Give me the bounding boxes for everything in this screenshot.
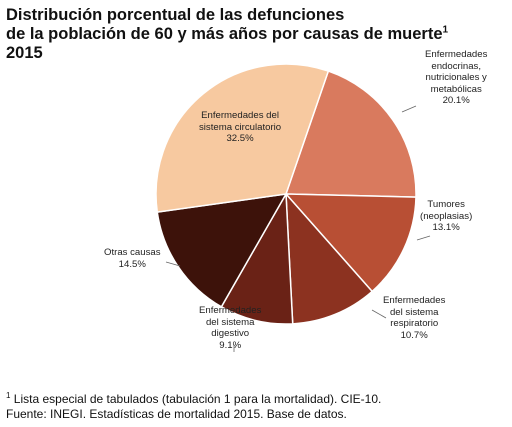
slice-label-line: sistema circulatorio [199, 121, 282, 133]
slice-value-label: 9.1% [219, 339, 242, 351]
footnote-1: 1 Lista especial de tabulados (tabulació… [6, 388, 506, 407]
slice-value-label: 13.1% [432, 222, 460, 233]
slice-label-line: endocrinas, [431, 60, 481, 72]
slice-label-3: Enfermedades del sistema respiratorio 10.7% [383, 295, 445, 341]
slice-label-line: Enfermedades [199, 305, 262, 316]
pie-slice-5 [156, 193, 288, 308]
slice-label-6: Enfermedades del sistema circulatorio 32.5… [199, 110, 281, 145]
leader-line-5 [165, 261, 181, 267]
slice-label-line: (neoplasias) [420, 210, 473, 222]
leader-line-3 [371, 309, 387, 319]
pie-slice-3 [285, 191, 374, 325]
slice-label-line: digestivo [211, 328, 250, 339]
title-line-2: de la población de 60 y más años por cau… [6, 25, 506, 44]
slice-label-5: Otras causas 14.5% [104, 247, 161, 270]
pie-slice-6 [155, 63, 330, 213]
footnote-1-text: Lista especial de tabulados (tabulación … [10, 392, 382, 406]
slice-label-4: Enfermedades del sistema digestivo 9.1% [199, 305, 261, 351]
slice-label-line: Enfermedades [425, 49, 488, 60]
leader-line-2 [416, 235, 431, 241]
title-line-2-text: de la población de 60 y más años por cau… [6, 25, 443, 43]
source-note: Fuente: INEGI. Estadísticas de mortalida… [6, 407, 347, 421]
chart-title: Distribución porcentual de las defuncion… [6, 6, 506, 63]
slice-label-line: Otras causas [104, 247, 161, 258]
slice-label-line: del sistema [205, 316, 255, 328]
leader-line-1 [401, 105, 417, 113]
slice-label-line: nutricionales y [425, 72, 487, 83]
footnote-mark: 1 [6, 391, 11, 400]
footnotes: 1 Lista especial de tabulados (tabulació… [6, 388, 506, 422]
slice-label-2: Tumores (neoplasias) 13.1% [420, 199, 472, 234]
slice-label-line: Enfermedades del [201, 110, 279, 121]
slice-label-line: del sistema [389, 306, 439, 318]
slice-label-line: respiratorio [390, 318, 439, 329]
pie-slice-1 [284, 70, 417, 198]
slice-label-line: metabólicas [430, 83, 482, 95]
slice-label-line: Enfermedades [383, 295, 446, 306]
title-footnote-mark: 1 [442, 24, 449, 36]
slice-value-label: 20.1% [442, 95, 470, 106]
slice-label-line: Tumores [427, 199, 465, 210]
pie-slice-2 [284, 193, 417, 293]
slice-value-label: 10.7% [400, 329, 428, 341]
title-line-1: Distribución porcentual de las defuncion… [6, 6, 345, 24]
slice-label-1: Enfermedades endocrinas, nutricionales y me… [425, 49, 487, 107]
title-line-3: 2015 [6, 44, 43, 62]
slice-value-label: 14.5% [118, 258, 146, 270]
slice-value-label: 32.5% [226, 133, 254, 144]
